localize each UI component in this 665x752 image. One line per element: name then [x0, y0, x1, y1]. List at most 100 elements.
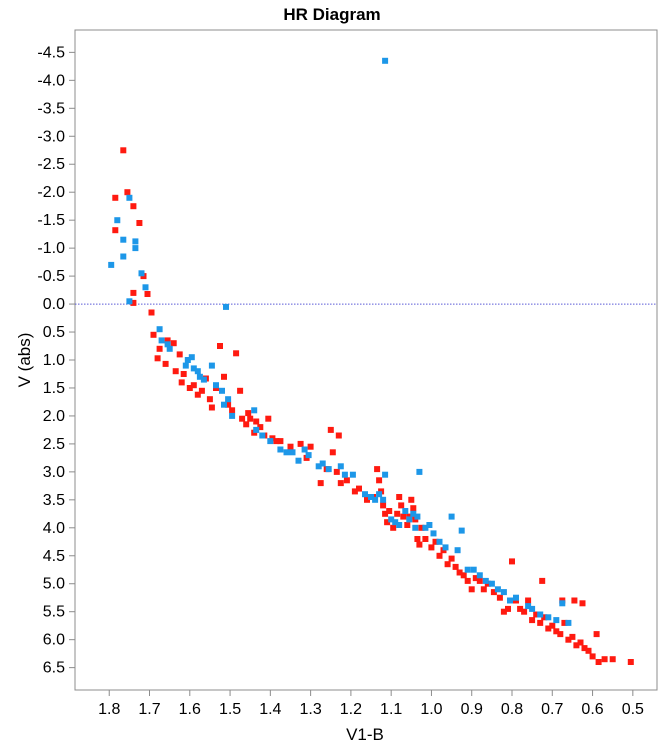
- data-point: [553, 617, 560, 624]
- data-point: [470, 566, 477, 573]
- data-point: [541, 614, 548, 621]
- data-point: [627, 659, 634, 665]
- data-point: [319, 460, 326, 467]
- data-point: [148, 309, 155, 316]
- data-point: [452, 563, 459, 570]
- data-point: [253, 418, 260, 425]
- data-point: [221, 401, 227, 408]
- x-tick-label: 1.4: [259, 701, 281, 718]
- data-point: [472, 575, 479, 582]
- y-tick-label: -0.5: [37, 268, 65, 285]
- data-point: [490, 589, 497, 596]
- data-point: [412, 524, 419, 531]
- data-point: [480, 586, 487, 593]
- data-point: [239, 415, 246, 422]
- data-point: [398, 502, 405, 509]
- data-point: [404, 522, 411, 528]
- data-point: [380, 502, 387, 509]
- data-points: [108, 57, 634, 665]
- data-point: [223, 303, 229, 310]
- data-point: [410, 505, 417, 512]
- data-point: [194, 368, 201, 375]
- data-point: [182, 362, 189, 369]
- data-point: [408, 496, 415, 503]
- data-point: [436, 552, 443, 559]
- data-point: [343, 477, 350, 484]
- data-point: [257, 424, 264, 431]
- data-point: [233, 350, 240, 357]
- data-point: [416, 468, 423, 475]
- y-tick-label: -2.0: [37, 184, 65, 201]
- data-point: [537, 619, 544, 626]
- chart-title: HR Diagram: [283, 5, 380, 24]
- data-point: [329, 449, 336, 456]
- data-point: [273, 438, 280, 445]
- x-tick-label: 0.9: [461, 701, 483, 718]
- data-point: [529, 605, 536, 612]
- y-tick-label: 1.5: [43, 380, 65, 397]
- data-point: [364, 496, 370, 503]
- data-point: [557, 631, 564, 638]
- data-point: [356, 485, 362, 492]
- data-point: [559, 600, 566, 607]
- y-tick-label: 6.0: [43, 632, 65, 649]
- x-tick-label: 0.6: [581, 701, 603, 718]
- data-point: [464, 577, 471, 584]
- data-point: [130, 203, 137, 210]
- data-point: [196, 373, 203, 380]
- data-point: [335, 432, 342, 439]
- data-point: [561, 619, 568, 626]
- data-point: [394, 510, 401, 517]
- data-point: [458, 527, 465, 534]
- data-point: [539, 577, 546, 584]
- data-point: [277, 446, 284, 453]
- data-point: [213, 382, 219, 389]
- data-point: [295, 457, 302, 464]
- data-point: [396, 494, 403, 500]
- data-point: [138, 270, 145, 277]
- data-point: [126, 298, 133, 305]
- data-point: [436, 538, 443, 545]
- data-point: [533, 611, 540, 618]
- plot-area: [74, 29, 658, 691]
- y-tick-label: 2.5: [43, 436, 65, 453]
- data-point: [200, 376, 207, 383]
- data-point: [525, 597, 532, 604]
- data-point: [460, 572, 467, 579]
- data-point: [333, 468, 340, 475]
- y-tick-label: 3.0: [43, 464, 65, 481]
- data-point: [132, 245, 139, 252]
- data-point: [283, 449, 290, 456]
- data-point: [325, 466, 332, 473]
- data-point: [444, 561, 451, 568]
- data-point: [237, 387, 244, 394]
- data-point: [454, 547, 461, 554]
- data-point: [206, 396, 213, 403]
- data-point: [164, 341, 171, 348]
- y-tick-label: -4.5: [37, 44, 65, 61]
- data-point: [229, 412, 236, 419]
- data-point: [217, 343, 223, 349]
- data-point: [585, 647, 592, 654]
- data-point: [229, 407, 236, 414]
- data-point: [267, 438, 274, 445]
- data-point: [422, 536, 429, 542]
- y-tick-label: 0.0: [43, 296, 65, 313]
- data-point: [301, 446, 308, 453]
- data-point: [382, 510, 389, 517]
- data-point: [464, 566, 471, 573]
- data-point: [259, 432, 266, 439]
- data-point: [571, 597, 578, 604]
- data-point: [400, 513, 407, 520]
- y-tick-label: 6.5: [43, 660, 65, 677]
- data-point: [307, 443, 314, 450]
- data-point: [382, 471, 389, 478]
- data-point: [208, 362, 215, 369]
- data-point: [368, 494, 374, 500]
- red-star-series: [112, 147, 634, 665]
- data-point: [265, 415, 272, 422]
- data-point: [402, 508, 409, 514]
- data-point: [414, 536, 421, 542]
- data-point: [426, 522, 433, 528]
- data-point: [349, 471, 356, 478]
